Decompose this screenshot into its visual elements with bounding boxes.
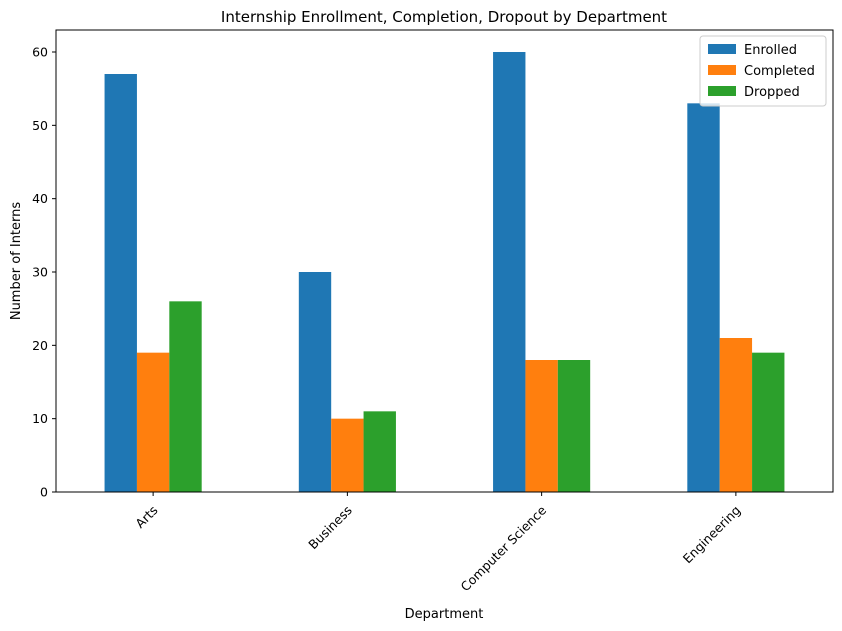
- bar-enrolled-business: [298, 272, 332, 492]
- bar-enrolled-arts: [104, 74, 137, 492]
- x-tick-label: Arts: [132, 503, 160, 531]
- legend: Enrolled Completed Dropped: [699, 35, 827, 107]
- x-tick-label: Business: [305, 503, 355, 553]
- legend-label-enrolled: Enrolled: [744, 43, 797, 58]
- legend-swatch-enrolled: [708, 44, 736, 54]
- chart-title: Internship Enrollment, Completion, Dropo…: [221, 8, 667, 26]
- bar-dropped-computer-science: [557, 360, 591, 492]
- legend-label-dropped: Dropped: [744, 85, 800, 100]
- y-tick-label: 10: [32, 411, 48, 426]
- bar-enrolled-computer-science: [493, 52, 526, 492]
- plot-frame: [55, 29, 834, 493]
- y-tick-label: 20: [32, 338, 48, 353]
- legend-label-completed: Completed: [744, 64, 815, 79]
- y-tick-label: 50: [32, 118, 48, 133]
- x-tick-label: Computer Science: [458, 502, 550, 594]
- bar-dropped-business: [363, 411, 396, 492]
- y-axis: 0 10 20 30 40 50 60: [32, 45, 56, 500]
- y-tick-label: 60: [32, 45, 48, 60]
- y-tick-label: 0: [40, 485, 48, 500]
- x-axis-label: Department: [405, 607, 484, 622]
- y-axis-label: Number of Interns: [9, 202, 24, 321]
- bar-enrolled-engineering: [687, 103, 720, 492]
- bar-completed-computer-science: [525, 360, 558, 492]
- bar-dropped-arts: [169, 301, 202, 492]
- bar-completed-business: [331, 418, 364, 492]
- legend-swatch-completed: [708, 65, 736, 75]
- y-tick-label: 30: [32, 265, 48, 280]
- x-tick-label: Engineering: [680, 503, 744, 567]
- y-tick-label: 40: [32, 191, 48, 206]
- bar-completed-arts: [136, 352, 170, 492]
- legend-swatch-dropped: [708, 86, 736, 96]
- x-axis: Arts Business Computer Science Engineering: [132, 492, 743, 594]
- bar-dropped-engineering: [752, 352, 785, 492]
- bar-completed-engineering: [719, 338, 753, 492]
- bars-group: [104, 52, 785, 492]
